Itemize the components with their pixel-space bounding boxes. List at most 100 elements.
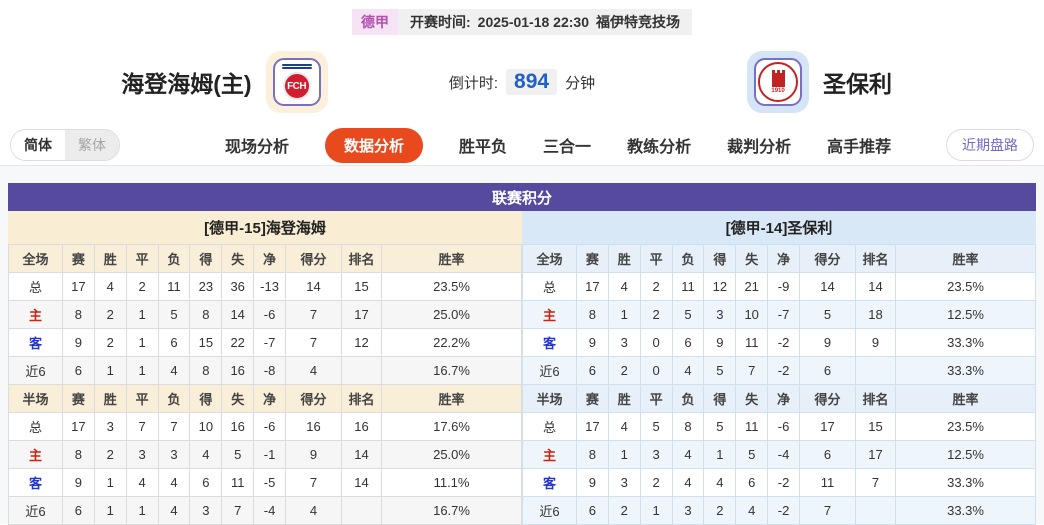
row-label-cell: 近6: [522, 496, 577, 525]
tab-expert-picks[interactable]: 高手推荐: [827, 139, 892, 156]
stat-cell: 4: [671, 468, 705, 497]
stat-cell: 4: [671, 440, 705, 469]
stat-cell: 9: [61, 328, 95, 357]
stat-cell: -8: [253, 356, 286, 385]
analysis-tabs: 现场分析 数据分析 胜平负 三合一 教练分析 裁判分析 高手推荐: [225, 127, 892, 163]
stat-cell: 9: [798, 328, 857, 357]
stat-cell: 1: [607, 440, 641, 469]
table-row: 近6 6 1 1 4 3 7 -4 4 16.7%: [8, 496, 522, 525]
column-header-cell: 胜: [93, 244, 127, 273]
column-header-cell: 全场: [522, 244, 577, 273]
table-row: 客 9 3 0 6 9 11 -2 9 9 33.3%: [522, 328, 1036, 357]
home-team-block: 海登海姆(主) FCH: [0, 51, 449, 113]
stat-cell: -5: [253, 468, 286, 497]
stat-cell: 6: [798, 356, 857, 385]
stat-cell: -7: [767, 300, 800, 329]
match-info-bar: 德甲 开赛时间: 2025-01-18 22:30 福伊特竞技场: [0, 0, 1044, 35]
stat-cell: 12.5%: [895, 300, 1036, 329]
away-stats-table: 全场赛胜平负得失净得分 排名 胜率总 17 4 2 11 12 21 -9 14 14 23.5% 主 8 1…: [522, 244, 1036, 525]
column-header-cell: 排名: [854, 384, 897, 413]
stat-cell: 33.3%: [895, 468, 1036, 497]
column-header-cell: 得分: [798, 244, 857, 273]
table-row: 主 8 1 3 4 1 5 -4 6 17 12.5%: [522, 440, 1036, 469]
stat-cell: 4: [671, 356, 705, 385]
stat-cell: 17: [61, 272, 95, 301]
stat-cell: 3: [157, 440, 191, 469]
language-toggle: 简体 繁体: [10, 129, 120, 161]
column-header-cell: 赛: [61, 384, 95, 413]
column-header-row: 半场赛胜平负得失净得分 排名 胜率: [8, 384, 522, 413]
stat-cell: 1: [607, 300, 641, 329]
column-header-cell: 得分: [284, 244, 343, 273]
recent-odds-button[interactable]: 近期盘路: [946, 129, 1034, 161]
stat-cell: 23.5%: [895, 412, 1036, 441]
table-row: 客 9 2 1 6 15 22 -7 7 12 22.2%: [8, 328, 522, 357]
stat-cell: 14: [340, 468, 383, 497]
stat-cell: 6: [735, 468, 769, 497]
stat-cell: 33.3%: [895, 328, 1036, 357]
table-row: 客 9 1 4 4 6 11 -5 7 14 11.1%: [8, 468, 522, 497]
column-header-row: 半场赛胜平负得失净得分 排名 胜率: [522, 384, 1036, 413]
stat-cell: 7: [284, 328, 343, 357]
stat-cell: 2: [125, 272, 159, 301]
tab-live-analysis[interactable]: 现场分析: [225, 139, 290, 156]
tab-data-analysis[interactable]: 数据分析: [325, 127, 424, 163]
row-label-cell: 主: [522, 300, 577, 329]
st-pauli-crest-icon: 1910: [754, 58, 803, 106]
stat-cell: 6: [575, 356, 609, 385]
stat-cell: 1: [125, 356, 159, 385]
row-label-cell: 总: [522, 412, 577, 441]
column-header-cell: 平: [639, 384, 673, 413]
tab-win-draw-lose[interactable]: 胜平负: [459, 139, 508, 156]
column-header-cell: 胜率: [381, 244, 522, 273]
stat-cell: 17: [854, 440, 897, 469]
stat-cell: 22: [221, 328, 255, 357]
stat-cell: 4: [607, 412, 641, 441]
stat-cell: -2: [767, 356, 800, 385]
stat-cell: 3: [125, 440, 159, 469]
stat-cell: 4: [157, 496, 191, 525]
column-header-cell: 失: [221, 384, 255, 413]
stat-cell: 14: [284, 272, 343, 301]
row-label-cell: 总: [8, 272, 63, 301]
stat-cell: 5: [639, 412, 673, 441]
stat-cell: 22.2%: [381, 328, 522, 357]
column-header-row: 全场赛胜平负得失净得分 排名 胜率: [8, 244, 522, 273]
stat-cell: 11: [798, 468, 857, 497]
column-header-cell: 得: [703, 244, 737, 273]
tab-three-in-one[interactable]: 三合一: [543, 139, 592, 156]
stat-cell: 16: [221, 412, 255, 441]
table-row: 总 17 3 7 7 10 16 -6 16 16 17.6%: [8, 412, 522, 441]
home-team-panel: [德甲-15]海登海姆 全场赛胜平负得失净得分 排名 胜率总 17 4 2 11 23 36 -1…: [8, 211, 522, 525]
countdown-value: 894: [506, 69, 558, 95]
column-header-cell: 得: [189, 384, 223, 413]
stat-cell: 5: [703, 356, 737, 385]
tab-referee-analysis[interactable]: 裁判分析: [727, 139, 792, 156]
column-header-cell: 全场: [8, 244, 63, 273]
stat-cell: -1: [253, 440, 286, 469]
stat-cell: 33.3%: [895, 496, 1036, 525]
countdown-label: 倒计时:: [448, 74, 499, 92]
stat-cell: 7: [735, 356, 769, 385]
stat-cell: 1: [93, 468, 127, 497]
table-row: 客 9 3 2 4 4 6 -2 11 7 33.3%: [522, 468, 1036, 497]
stat-cell: -4: [253, 496, 286, 525]
table-row: 主 8 2 1 5 8 14 -6 7 17 25.0%: [8, 300, 522, 329]
column-header-cell: 半场: [522, 384, 577, 413]
countdown-unit: 分钟: [565, 74, 596, 92]
away-team-logo: 1910: [747, 51, 810, 113]
fch-crest-icon: FCH: [272, 58, 321, 106]
column-header-cell: 半场: [8, 384, 63, 413]
tab-coach-analysis[interactable]: 教练分析: [627, 139, 692, 156]
lang-traditional[interactable]: 繁体: [65, 130, 119, 160]
stat-cell: 3: [93, 412, 127, 441]
stat-cell: 8: [575, 440, 609, 469]
lang-simplified[interactable]: 简体: [11, 130, 65, 160]
stat-cell: 7: [284, 300, 343, 329]
stat-cell: 8: [189, 356, 223, 385]
stat-cell: 4: [607, 272, 641, 301]
stat-cell: 7: [854, 468, 897, 497]
column-header-cell: 失: [221, 244, 255, 273]
column-header-cell: 赛: [61, 244, 95, 273]
league-badge[interactable]: 德甲: [352, 9, 398, 35]
